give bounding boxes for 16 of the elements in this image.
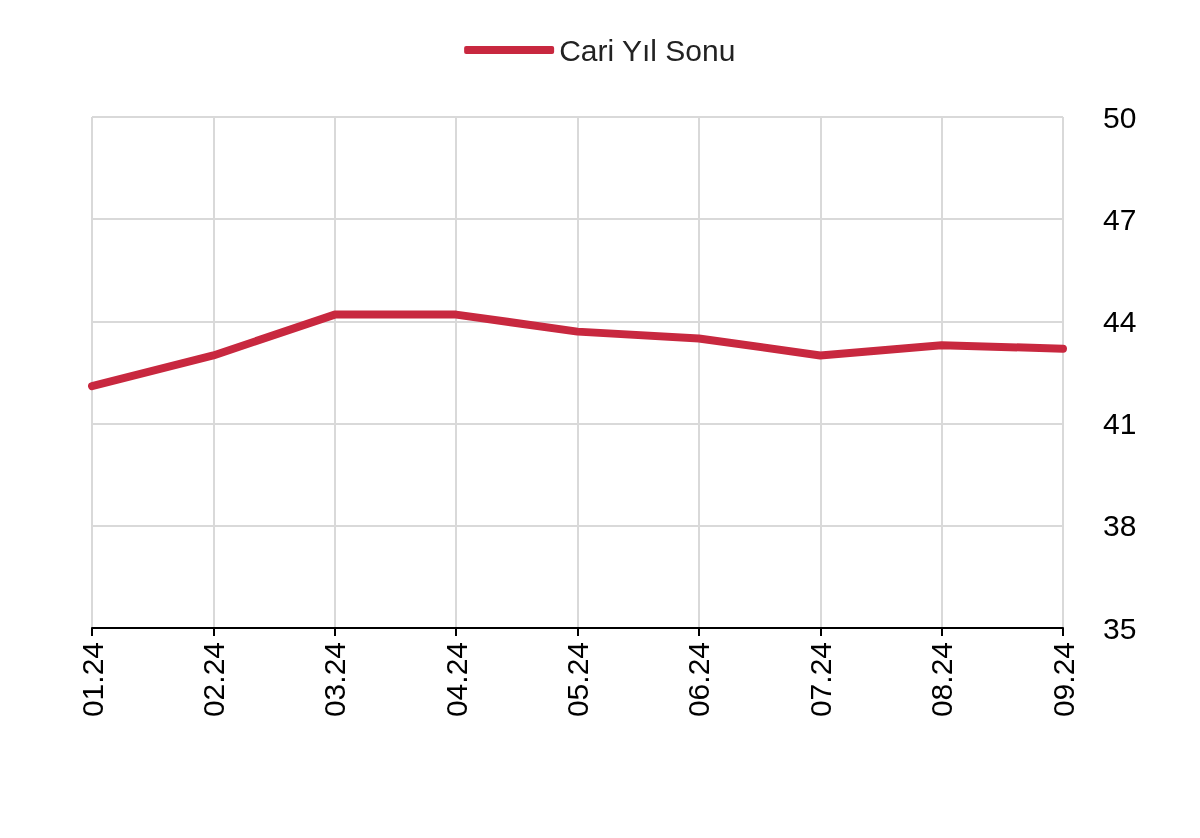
x-tick-label: 08.24: [925, 642, 959, 718]
x-tick-label: 09.24: [1046, 642, 1080, 718]
y-tick-label: 41: [1103, 407, 1137, 441]
y-tick-label: 44: [1103, 304, 1137, 338]
y-tick-label: 50: [1103, 100, 1137, 134]
x-tick-label: 07.24: [803, 642, 837, 718]
x-tick-label: 04.24: [439, 642, 473, 718]
x-tick-label: 05.24: [561, 642, 594, 718]
y-tick-label: 38: [1103, 509, 1137, 543]
y-tick-label: 47: [1103, 202, 1137, 236]
y-tick-label: 35: [1103, 611, 1137, 645]
x-tick-label: 02.24: [196, 642, 230, 718]
x-tick-label: 03.24: [318, 642, 352, 718]
legend-label: Cari Yıl Sonu: [559, 33, 736, 67]
x-tick-label: 01.24: [75, 642, 109, 718]
x-tick-label: 06.24: [682, 642, 716, 718]
